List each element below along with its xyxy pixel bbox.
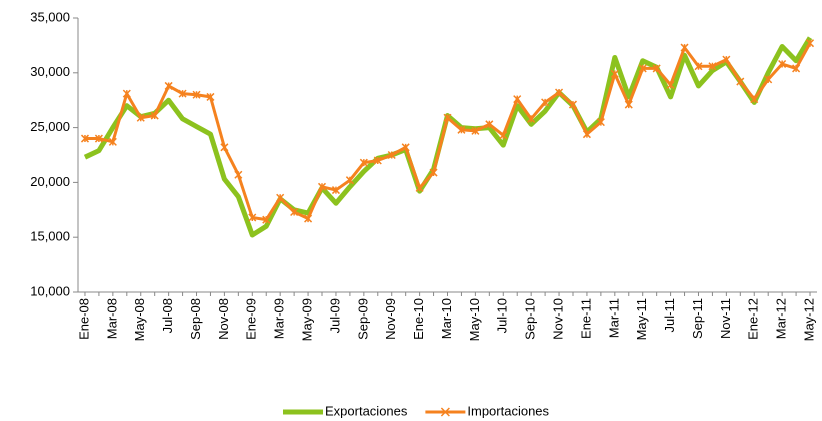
marker [122,89,131,98]
legend-label: Exportaciones [325,403,408,418]
marker [778,60,787,69]
x-tick-label: May-08 [132,298,147,341]
marker [652,64,661,73]
marker [415,183,424,192]
y-tick-label: 35,000 [30,9,70,24]
x-tick-label: Nov-08 [216,298,231,340]
marker [568,100,578,109]
x-tick-label: Ene-08 [76,298,91,340]
legend-label: Importaciones [467,403,549,418]
marker [262,215,271,224]
x-tick-label: Sep-10 [523,298,538,340]
marker [234,170,243,179]
x-tick-label: May-09 [300,298,315,341]
marker [443,113,452,122]
marker [805,39,815,48]
marker [471,126,480,135]
marker [764,75,773,84]
marker [666,80,675,89]
x-tick-label: Sep-08 [188,298,203,340]
marker [164,81,173,90]
x-tick-label: Mar-08 [104,298,119,339]
marker [290,207,299,217]
marker [387,150,396,160]
x-tick-label: Mar-11 [606,298,621,338]
x-tick-label: Sep-09 [355,298,370,340]
x-tick-label: May-10 [467,298,482,341]
x-tick-label: May-12 [801,298,816,341]
x-tick-label: Jul-10 [495,298,510,333]
x-tick-label: Mar-09 [272,298,287,339]
marker [541,98,550,107]
marker [108,137,117,146]
marker [206,92,215,101]
y-tick-label: 30,000 [30,64,70,79]
x-tick-label: Jul-09 [327,298,342,333]
marker [304,214,313,223]
x-tick-label: Ene-09 [244,298,259,340]
marker [317,182,327,191]
marker [792,64,801,73]
marker [276,193,285,202]
marker [610,69,619,78]
x-tick-label: Ene-12 [746,298,761,340]
marker [178,89,187,98]
marker [624,100,633,109]
marker [359,158,368,167]
y-tick-label: 20,000 [30,174,70,189]
marker [638,64,647,73]
marker [722,55,731,64]
marker [136,113,145,122]
legend-marker [440,407,450,417]
y-tick-label: 15,000 [30,229,70,244]
x-tick-label: Ene-11 [578,298,593,339]
marker [80,134,90,143]
marker [513,95,522,104]
marker [694,62,703,71]
marker [750,95,759,104]
x-tick-label: Nov-10 [550,298,565,340]
marker [373,156,382,165]
marker [708,62,717,71]
x-tick-label: Ene-10 [411,298,426,340]
marker [401,143,410,152]
marker [499,131,508,140]
marker [429,168,438,177]
y-tick-label: 10,000 [30,283,70,298]
y-tick-label: 25,000 [30,119,70,134]
x-tick-label: Mar-10 [439,298,454,339]
x-tick-label: May-11 [634,298,649,340]
marker [680,43,689,52]
x-tick-label: Nov-09 [383,298,398,340]
marker [596,118,605,127]
marker [150,111,159,120]
x-tick-label: Sep-11 [690,298,705,339]
marker [485,120,494,129]
marker [457,125,466,134]
marker [527,114,536,123]
x-tick-label: Jul-11 [662,298,677,332]
marker [555,88,564,97]
marker [582,130,591,139]
marker [736,77,745,86]
marker [220,143,229,152]
x-tick-label: Nov-11 [718,298,733,339]
marker [248,213,257,222]
x-tick-label: Jul-08 [160,298,175,333]
x-tick-label: Mar-12 [774,298,789,339]
marker [331,186,340,195]
marker [94,134,103,143]
marker [345,176,354,185]
marker [192,90,201,99]
